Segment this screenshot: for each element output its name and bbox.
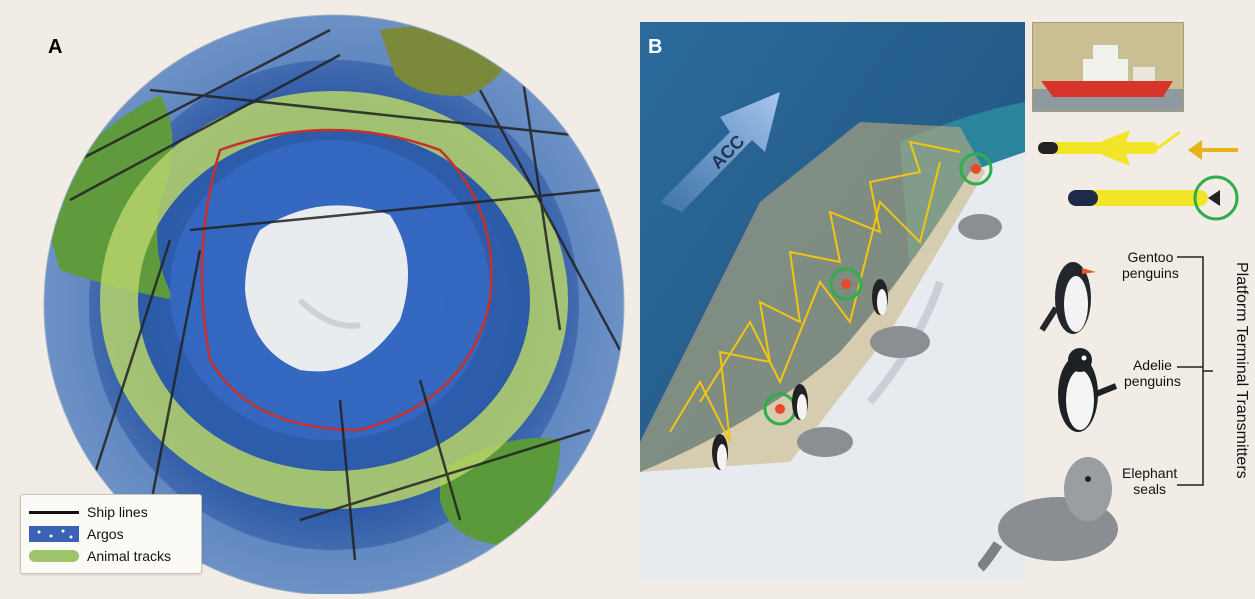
platform-bracket <box>1177 256 1213 486</box>
panel-a-letter: A <box>48 36 63 58</box>
elephant-seal-image <box>978 457 1118 572</box>
southern-ocean-globe <box>43 14 625 596</box>
antarctic-peninsula-map: ACC <box>640 22 1025 580</box>
slocum-glider-icon <box>1038 130 1181 166</box>
legend-label-ship-lines: Ship lines <box>87 504 148 520</box>
label-elephant-seals: Elephant seals <box>1122 465 1178 497</box>
label-adelie-penguins: Adelie penguins <box>1124 357 1181 389</box>
panel-b: ACC B <box>640 22 1025 580</box>
panel-a: A Ship lines Argos Animal tracks <box>0 0 630 596</box>
label-gentoo-penguins: Gentoo penguins <box>1122 249 1179 281</box>
legend-item-ship-lines: Ship lines <box>29 503 148 521</box>
ship-lines-swatch <box>29 510 79 514</box>
group-title-text: Platform Terminal Transmitters <box>1233 262 1250 479</box>
legend-item-animal-tracks: Animal tracks <box>29 547 171 565</box>
antarctica-landmass <box>245 205 408 372</box>
research-ship-photo <box>1032 22 1184 112</box>
acc-current-arrow <box>660 92 780 212</box>
adelie-penguin-image <box>1058 348 1118 432</box>
panel-b-letter: B <box>648 36 663 58</box>
legend-label-animal-tracks: Animal tracks <box>87 548 172 564</box>
polar-front-line <box>200 128 493 432</box>
legend-label-argos: Argos <box>87 526 124 542</box>
map-legend: Ship lines Argos Animal tracks <box>20 494 202 574</box>
ship-lines <box>59 28 622 561</box>
auv-transmitter-ring <box>1193 175 1239 221</box>
legend-item-argos: Argos <box>29 525 124 543</box>
auv-icon <box>1068 190 1220 206</box>
argos-swatch <box>29 526 79 542</box>
transmitter-markers <box>763 152 993 426</box>
yellow-arrow-icon <box>1188 140 1238 160</box>
glider-tracks <box>669 140 961 443</box>
platform-terminal-transmitters-title: Platform Terminal Transmitters <box>1232 262 1252 562</box>
gentoo-penguin-image <box>1039 262 1096 334</box>
map-animals <box>712 214 1002 470</box>
animal-tracks-swatch <box>29 550 79 562</box>
study-area <box>640 122 985 472</box>
gliders-illustration <box>1038 130 1239 221</box>
